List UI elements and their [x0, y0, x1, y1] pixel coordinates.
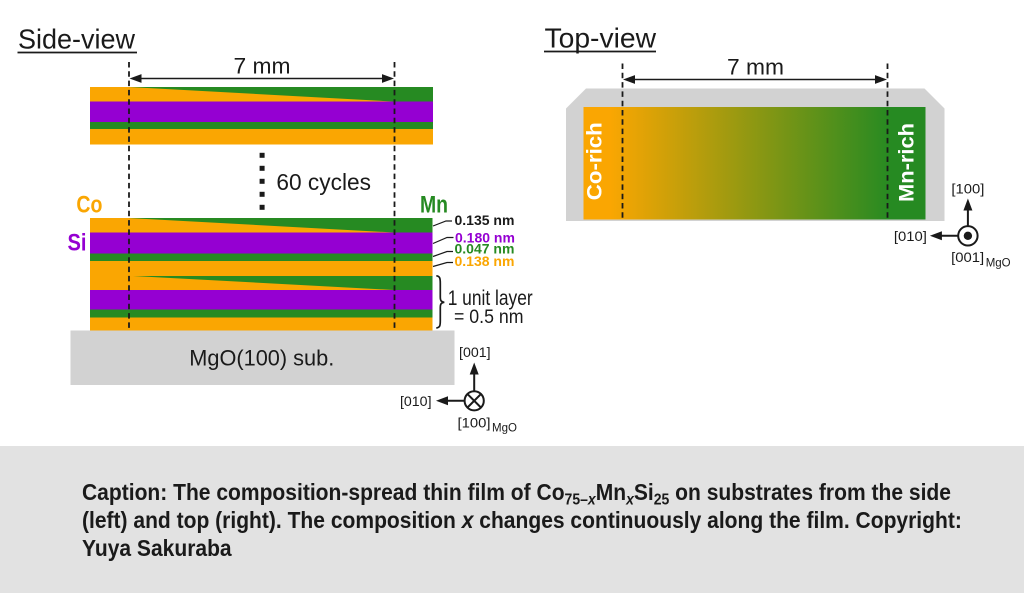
svg-text:Mn-rich: Mn-rich [896, 123, 919, 202]
svg-text:0.180 nm: 0.180 nm [455, 230, 515, 246]
svg-text:Co: Co [76, 192, 102, 219]
svg-text:Side-view: Side-view [18, 24, 136, 55]
svg-text:= 0.5 nm: = 0.5 nm [454, 307, 524, 328]
svg-text:Yuya Sakuraba: Yuya Sakuraba [82, 535, 232, 561]
svg-text:0.138 nm: 0.138 nm [455, 253, 515, 269]
svg-text:7 mm: 7 mm [234, 54, 291, 79]
svg-text:[100]: [100] [458, 415, 491, 431]
svg-text:Caption: The composition-sprea: Caption: The composition-spread thin fil… [82, 479, 951, 509]
svg-text:7 mm: 7 mm [727, 55, 784, 80]
svg-text:(left) and top (right). The co: (left) and top (right). The composition … [82, 507, 962, 533]
svg-text:[100]: [100] [951, 180, 984, 196]
svg-text:MgO(100) sub.: MgO(100) sub. [189, 346, 334, 371]
svg-text:60 cycles: 60 cycles [276, 169, 371, 195]
svg-text:0.047 nm: 0.047 nm [455, 241, 515, 257]
svg-text:1 unit layer: 1 unit layer [448, 286, 533, 310]
svg-text:Mn: Mn [420, 192, 448, 219]
svg-text:MgO: MgO [986, 257, 1011, 269]
svg-text:0.135 nm: 0.135 nm [455, 212, 515, 228]
svg-text:[001]: [001] [459, 344, 491, 360]
svg-text:MgO: MgO [492, 423, 517, 435]
svg-text:[001]: [001] [951, 249, 984, 265]
svg-text:Co-rich: Co-rich [584, 122, 607, 200]
svg-text:[010]: [010] [400, 393, 432, 409]
svg-text:[010]: [010] [894, 228, 927, 244]
svg-text:Top-view: Top-view [545, 23, 657, 54]
svg-text:Si: Si [68, 230, 87, 257]
